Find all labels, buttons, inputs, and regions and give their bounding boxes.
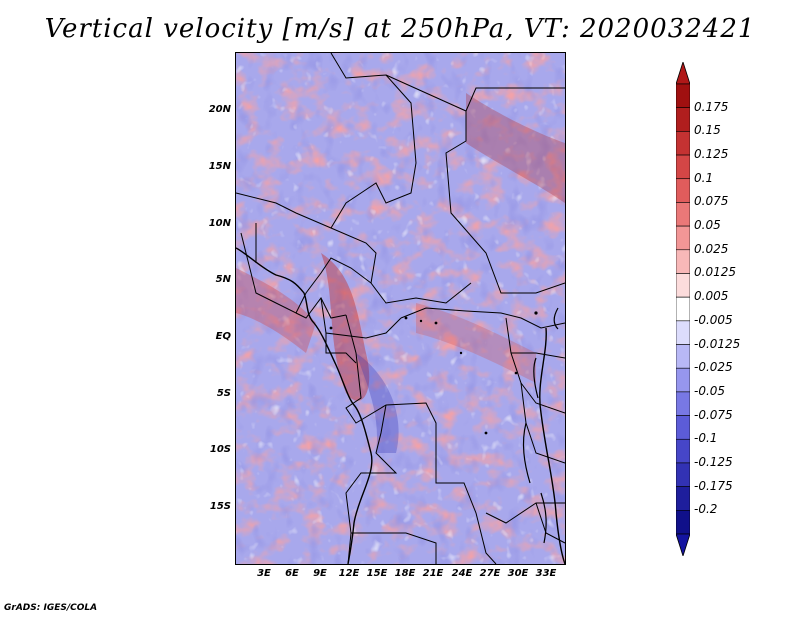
colorbar-label: -0.075 [694, 407, 733, 422]
colorbar-label: 0.15 [694, 123, 721, 138]
colorbar-segment [676, 486, 690, 511]
velocity-map [235, 52, 566, 565]
colorbar-segment [676, 273, 690, 298]
chart-title: Vertical velocity [m/s] at 250hPa, VT: 2… [44, 14, 756, 44]
colorbar-segment [676, 83, 690, 108]
lat-label: 15N [208, 161, 231, 172]
velocity-field [236, 53, 565, 564]
lat-label: 20N [208, 104, 231, 115]
lon-label: 15E [366, 568, 388, 579]
lon-label: 24E [451, 568, 473, 579]
lon-label: 12E [338, 568, 360, 579]
colorbar-segment [676, 367, 690, 393]
lon-label: 3E [257, 568, 271, 579]
colorbar-segment [676, 438, 690, 464]
lon-label: 9E [313, 568, 327, 579]
colorbar-top-arrow [676, 62, 690, 85]
colorbar-label: -0.0125 [694, 336, 741, 351]
lon-label: 18E [394, 568, 416, 579]
colorbar-label: -0.005 [694, 312, 733, 327]
colorbar-label: -0.025 [694, 360, 733, 375]
colorbar-segment [676, 296, 690, 322]
colorbar-segment [676, 202, 690, 227]
lon-label: 30E [507, 568, 529, 579]
colorbar-label: 0.175 [694, 99, 729, 114]
colorbar-label: 0.1 [694, 170, 714, 185]
colorbar-segment [676, 225, 690, 251]
lat-label: 15S [209, 501, 231, 512]
lon-label: 33E [535, 568, 557, 579]
colorbar-label: -0.175 [694, 478, 733, 493]
colorbar-segment [676, 131, 690, 156]
colorbar-segment [676, 462, 690, 487]
colorbar-label: 0.025 [694, 241, 729, 256]
grads-credit: GrADS: IGES/COLA [4, 603, 98, 613]
colorbar-label: 0.05 [694, 218, 721, 233]
colorbar-label: -0.05 [694, 383, 726, 398]
colorbar [676, 62, 690, 556]
lat-label: 5N [215, 274, 231, 285]
colorbar-label: 0.0125 [694, 265, 736, 280]
colorbar-label: 0.075 [694, 194, 729, 209]
lon-label: 21E [422, 568, 444, 579]
colorbar-segment [676, 391, 690, 416]
colorbar-label: -0.1 [694, 431, 718, 446]
colorbar-segment [676, 249, 690, 274]
colorbar-segment [676, 107, 690, 132]
colorbar-bottom-arrow [676, 533, 690, 556]
lat-label: 10S [209, 444, 231, 455]
lon-label: 6E [285, 568, 299, 579]
colorbar-segment [676, 344, 690, 369]
lat-label: 5S [216, 388, 231, 399]
colorbar-segment [676, 510, 690, 535]
colorbar-segment [676, 415, 690, 440]
lon-label: 27E [479, 568, 501, 579]
colorbar-segment [676, 178, 690, 203]
colorbar-segment [676, 320, 690, 345]
colorbar-label: -0.125 [694, 454, 733, 469]
colorbar-label: 0.005 [694, 289, 729, 304]
lat-label: EQ [215, 331, 231, 342]
colorbar-label: 0.125 [694, 147, 729, 162]
colorbar-label: -0.2 [694, 502, 718, 517]
lat-label: 10N [208, 218, 231, 229]
colorbar-segment [676, 154, 690, 180]
